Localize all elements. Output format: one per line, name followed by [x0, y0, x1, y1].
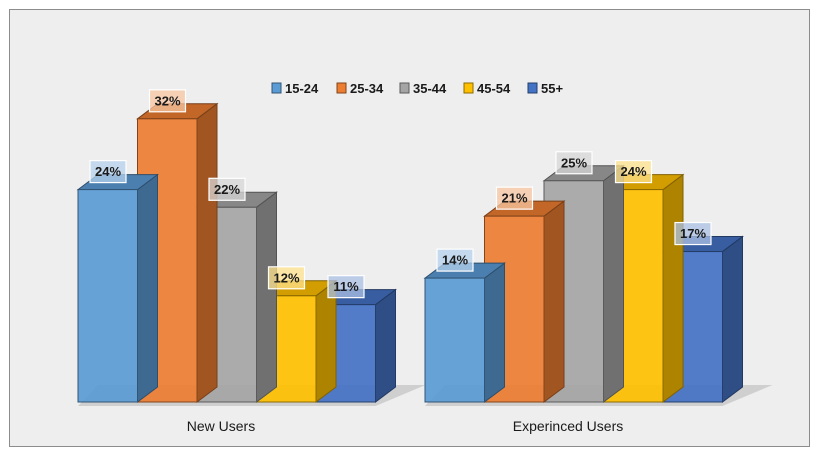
category-label: New Users [187, 418, 255, 434]
data-label-text: 12% [273, 270, 299, 285]
bar-side [196, 102, 218, 403]
data-label-text: 21% [501, 191, 527, 206]
data-label: 21% [495, 186, 534, 210]
category-label: Experinced Users [513, 418, 624, 434]
legend-swatch [463, 82, 474, 94]
data-label-box [208, 177, 246, 201]
bar-side [722, 235, 743, 403]
bar-15-24-experinced-users [423, 262, 506, 403]
data-label-text: 25% [561, 155, 587, 170]
data-label-box [674, 221, 712, 246]
bar-15-24-new-users [76, 173, 159, 403]
data-label-text: 22% [214, 182, 240, 197]
data-label-box [89, 160, 127, 184]
data-label: 22% [208, 177, 246, 201]
data-label: 14% [436, 248, 474, 272]
legend-swatch [527, 82, 538, 94]
data-label: 24% [89, 160, 127, 184]
data-label-box [614, 160, 653, 184]
legend-swatch [399, 82, 410, 94]
data-label-text: 24% [620, 164, 646, 179]
legend-item-35-44: 35-44 [399, 81, 447, 96]
bar-side [543, 200, 565, 403]
bar-side [315, 279, 337, 403]
legend-item-25-34: 25-34 [336, 81, 384, 96]
data-label-text: 32% [154, 93, 180, 108]
data-label-box [555, 151, 593, 175]
data-label-text: 24% [95, 164, 121, 179]
bar-front [424, 277, 485, 403]
bar-side [484, 262, 505, 403]
legend-item-55+: 55+ [527, 81, 563, 96]
data-label-box [267, 266, 306, 290]
data-label: 24% [614, 160, 653, 184]
data-label: 11% [327, 275, 365, 299]
data-label: 32% [148, 89, 187, 113]
legend-label: 25-34 [350, 81, 384, 96]
data-label-text: 11% [333, 279, 359, 294]
data-label-box [148, 89, 187, 113]
legend-item-45-54: 45-54 [463, 81, 511, 96]
legend-swatch [271, 82, 282, 94]
legend-label: 35-44 [413, 81, 447, 96]
bar-side [662, 173, 684, 403]
data-label: 17% [674, 221, 712, 246]
bar-side [603, 164, 624, 403]
legend-swatch [336, 82, 347, 94]
bar-front [77, 189, 138, 403]
legend-label: 45-54 [477, 81, 511, 96]
bar-side [137, 173, 158, 403]
legend-item-15-24: 15-24 [271, 81, 319, 96]
bar-side [375, 288, 396, 403]
data-label: 25% [555, 151, 593, 175]
data-label-box [436, 248, 474, 272]
legend-label: 15-24 [285, 81, 319, 96]
data-label-text: 14% [442, 253, 468, 268]
bar-side [256, 191, 277, 403]
legend-label: 55+ [541, 81, 563, 96]
data-label: 12% [267, 266, 306, 290]
data-label-box [495, 186, 534, 210]
data-label-box [327, 275, 365, 299]
data-label-text: 17% [680, 226, 706, 241]
